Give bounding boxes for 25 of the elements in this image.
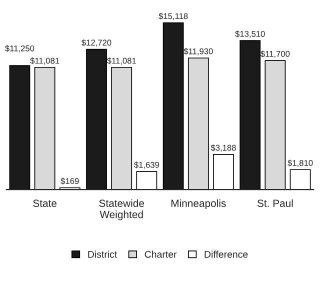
legend-label: Difference bbox=[204, 250, 248, 258]
data-label: $11,081 bbox=[106, 57, 136, 65]
data-label: $11,250 bbox=[5, 45, 34, 52]
data-label: $11,081 bbox=[30, 57, 60, 65]
bar bbox=[264, 60, 286, 190]
x-tick-label: Statewide Weighted bbox=[99, 199, 144, 220]
data-label: $3,188 bbox=[210, 144, 236, 152]
data-label: $169 bbox=[60, 178, 79, 185]
legend-label: Charter bbox=[144, 250, 177, 258]
bar bbox=[188, 58, 209, 190]
legend-label: District bbox=[88, 250, 118, 258]
data-label: $11,700 bbox=[260, 50, 290, 58]
data-label: $1,810 bbox=[288, 160, 313, 167]
bar bbox=[34, 66, 56, 190]
bar bbox=[290, 169, 311, 190]
bar bbox=[213, 154, 234, 190]
x-tick-label: State bbox=[33, 200, 56, 207]
data-label: $15,118 bbox=[158, 12, 188, 20]
data-label: $12,720 bbox=[82, 39, 112, 47]
data-label: $13,510 bbox=[235, 30, 265, 38]
data-label: $1,639 bbox=[134, 162, 160, 169]
x-tick-label: Minneapolis bbox=[171, 199, 226, 210]
x-tick-label: St. Paul bbox=[257, 199, 293, 207]
bar bbox=[111, 66, 132, 190]
bar bbox=[136, 171, 158, 190]
